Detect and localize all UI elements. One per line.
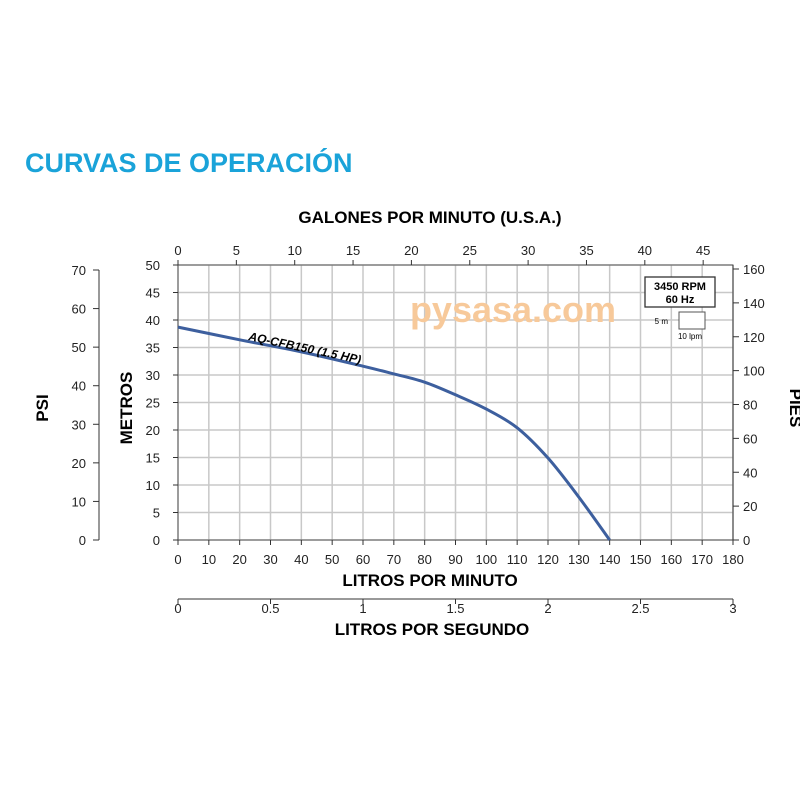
- psi-tick-label: 70: [72, 263, 86, 278]
- lps-tick-label: 3: [729, 601, 736, 616]
- pies-tick-label: 40: [743, 465, 757, 480]
- y-tick-label: 40: [146, 313, 160, 328]
- watermark: pysasa.com: [410, 289, 616, 330]
- psi-tick-label: 10: [72, 494, 86, 509]
- x-tick-label: 180: [722, 552, 744, 567]
- y-tick-label: 0: [153, 533, 160, 548]
- psi-axis-label: PSI: [33, 394, 52, 421]
- x-tick-label: 120: [537, 552, 559, 567]
- pies-axis-label: PIES: [786, 389, 800, 428]
- x-tick-label: 80: [417, 552, 431, 567]
- y-tick-label: 5: [153, 506, 160, 521]
- lps-tick-label: 1.5: [446, 601, 464, 616]
- scale-box: [678, 311, 706, 330]
- y-tick-label: 10: [146, 478, 160, 493]
- y-tick-label: 15: [146, 451, 160, 466]
- lps-tick-label: 0.5: [261, 601, 279, 616]
- pies-tick-label: 140: [743, 296, 765, 311]
- pies-tick-label: 100: [743, 364, 765, 379]
- psi-tick-label: 40: [72, 379, 86, 394]
- scale-x-label: 10 lpm: [678, 332, 702, 341]
- gpm-axis-label: GALONES POR MINUTO (U.S.A.): [298, 208, 561, 227]
- psi-tick-label: 30: [72, 417, 86, 432]
- lps-tick-label: 2.5: [631, 601, 649, 616]
- lps-tick-label: 1: [359, 601, 366, 616]
- y-tick-label: 30: [146, 368, 160, 383]
- x-tick-label: 10: [202, 552, 216, 567]
- scale-y-label: 5 m: [655, 317, 669, 326]
- gpm-tick-label: 20: [404, 243, 418, 258]
- gpm-tick-label: 15: [346, 243, 360, 258]
- rpm-box: [644, 276, 716, 308]
- x-tick-label: 50: [325, 552, 339, 567]
- lps-axis-label: LITROS POR SEGUNDO: [335, 620, 530, 639]
- gpm-tick-label: 35: [579, 243, 593, 258]
- pies-tick-label: 120: [743, 330, 765, 345]
- x-tick-label: 100: [475, 552, 497, 567]
- series-line: [177, 325, 611, 541]
- hz-label: 60 Hz: [666, 294, 695, 306]
- gpm-tick-label: 0: [174, 243, 181, 258]
- gpm-tick-label: 40: [638, 243, 652, 258]
- pies-tick-label: 80: [743, 398, 757, 413]
- y-tick-label: 35: [146, 341, 160, 356]
- lps-tick-label: 2: [544, 601, 551, 616]
- y-tick-label: 20: [146, 423, 160, 438]
- x-tick-label: 60: [356, 552, 370, 567]
- x-tick-label: 90: [448, 552, 462, 567]
- x-axis-label: LITROS POR MINUTO: [342, 571, 517, 590]
- gpm-tick-label: 10: [287, 243, 301, 258]
- psi-tick-label: 0: [79, 533, 86, 548]
- x-tick-label: 140: [599, 552, 621, 567]
- page-title: CURVAS DE OPERACIÓN: [25, 148, 353, 178]
- x-tick-label: 130: [568, 552, 590, 567]
- x-tick-label: 40: [294, 552, 308, 567]
- lps-tick-label: 0: [174, 601, 181, 616]
- gpm-tick-label: 30: [521, 243, 535, 258]
- x-tick-label: 20: [232, 552, 246, 567]
- x-tick-label: 110: [507, 552, 528, 567]
- pies-tick-label: 20: [743, 499, 757, 514]
- y-tick-label: 50: [146, 258, 160, 273]
- y-axis-label: METROS: [117, 372, 136, 445]
- x-tick-label: 30: [263, 552, 277, 567]
- pies-tick-label: 60: [743, 431, 757, 446]
- pies-tick-label: 0: [743, 533, 750, 548]
- psi-tick-label: 50: [72, 340, 86, 355]
- y-tick-label: 25: [146, 396, 160, 411]
- gpm-tick-label: 25: [463, 243, 477, 258]
- x-tick-label: 170: [691, 552, 713, 567]
- x-tick-label: 0: [174, 552, 181, 567]
- x-tick-label: 150: [630, 552, 652, 567]
- pies-tick-label: 160: [743, 262, 765, 277]
- gpm-tick-label: 5: [233, 243, 240, 258]
- y-tick-label: 45: [146, 286, 160, 301]
- psi-tick-label: 20: [72, 456, 86, 471]
- gpm-tick-label: 45: [696, 243, 710, 258]
- psi-tick-label: 60: [72, 302, 86, 317]
- x-tick-label: 160: [660, 552, 682, 567]
- rpm-label: 3450 RPM: [654, 281, 706, 293]
- x-tick-label: 70: [387, 552, 401, 567]
